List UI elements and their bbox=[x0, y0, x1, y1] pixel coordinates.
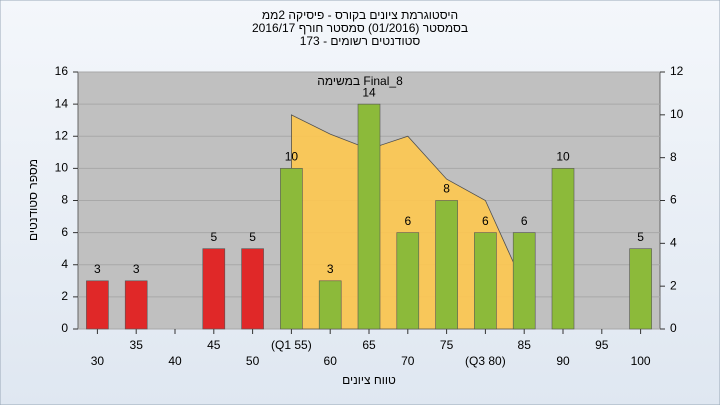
bar bbox=[357, 103, 381, 330]
data-label: 8 bbox=[443, 182, 450, 196]
bar bbox=[512, 232, 536, 330]
title-line: היסטוגרמת ציונים בקורס - פיסיקה 2ממ bbox=[262, 8, 458, 22]
x-tick-label: 100 bbox=[631, 354, 651, 368]
x-tick-label: 70 bbox=[401, 354, 415, 368]
y2-tick-label: 4 bbox=[670, 236, 677, 250]
x-tick-label: 90 bbox=[556, 354, 570, 368]
data-label: 5 bbox=[210, 230, 217, 244]
x-tick-label: 75 bbox=[440, 338, 454, 352]
y2-tick-label: 10 bbox=[670, 107, 684, 121]
y2-tick-label: 6 bbox=[670, 193, 677, 207]
y2-tick-label: 8 bbox=[670, 150, 677, 164]
data-label: 6 bbox=[404, 214, 411, 228]
y-tick-label: 10 bbox=[55, 161, 69, 175]
y-tick-label: 0 bbox=[61, 321, 68, 335]
y-tick-label: 2 bbox=[61, 289, 68, 303]
data-label: 5 bbox=[249, 230, 256, 244]
legend-label: במשימה Final_8 bbox=[317, 74, 403, 88]
y-tick-label: 16 bbox=[55, 64, 69, 78]
y-tick-label: 6 bbox=[61, 225, 68, 239]
bar bbox=[241, 248, 264, 330]
data-label: 10 bbox=[285, 150, 299, 164]
x-tick-label: 40 bbox=[168, 354, 182, 368]
y2-tick-label: 0 bbox=[670, 321, 677, 335]
bar bbox=[86, 280, 109, 330]
bar bbox=[318, 280, 342, 330]
y-axis-label: מספר סטודנטים bbox=[26, 159, 40, 241]
x-tick-label: 85 bbox=[518, 338, 532, 352]
x-axis-label: טווח ציונים bbox=[342, 373, 396, 387]
x-tick-label: 30 bbox=[91, 354, 105, 368]
bar bbox=[124, 280, 148, 330]
bar bbox=[202, 248, 226, 330]
data-label: 3 bbox=[133, 262, 140, 276]
bar bbox=[396, 232, 420, 330]
x-tick-label: 95 bbox=[595, 338, 609, 352]
bar bbox=[435, 200, 458, 330]
data-label: 5 bbox=[637, 230, 644, 244]
data-label: 14 bbox=[362, 85, 376, 99]
title-line: בסמסטר (01/2016) סמסטר חורף 2016/17 bbox=[252, 21, 468, 35]
x-tick-label: (Q1 55) bbox=[271, 338, 312, 352]
x-tick-label: 50 bbox=[246, 354, 260, 368]
x-tick-label: 65 bbox=[362, 338, 376, 352]
data-label: 3 bbox=[94, 262, 101, 276]
data-label: 6 bbox=[521, 214, 528, 228]
title-line: סטודנטים רשומים - 173 bbox=[300, 34, 421, 48]
x-tick-label: 60 bbox=[324, 354, 338, 368]
y-tick-label: 8 bbox=[61, 193, 68, 207]
x-tick-label: 45 bbox=[207, 338, 221, 352]
bar bbox=[551, 168, 575, 330]
y2-tick-label: 2 bbox=[670, 278, 677, 292]
bar bbox=[280, 168, 303, 330]
data-label: 3 bbox=[327, 262, 334, 276]
x-tick-label: (Q3 80) bbox=[465, 354, 506, 368]
data-label: 10 bbox=[556, 150, 570, 164]
y-tick-label: 12 bbox=[55, 128, 69, 142]
y-tick-label: 14 bbox=[55, 96, 69, 110]
x-tick-label: 35 bbox=[130, 338, 144, 352]
data-label: 6 bbox=[482, 214, 489, 228]
y2-tick-label: 12 bbox=[670, 64, 684, 78]
y-tick-label: 4 bbox=[61, 257, 68, 271]
bar bbox=[629, 248, 652, 330]
bar bbox=[474, 232, 497, 330]
